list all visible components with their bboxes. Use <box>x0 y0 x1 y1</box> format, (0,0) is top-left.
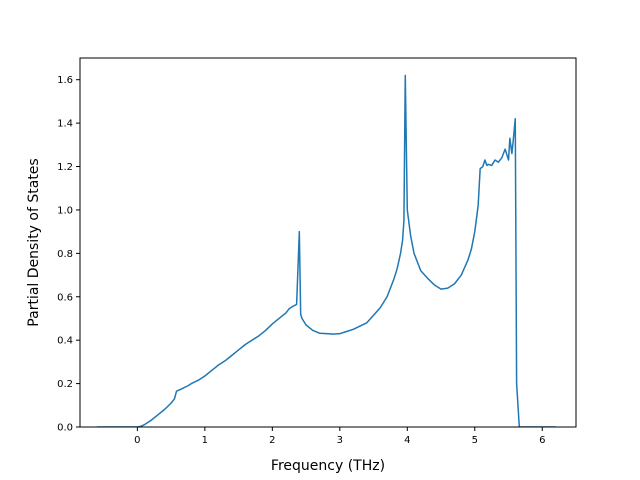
x-axis: 0 1 2 3 4 5 6 <box>134 427 545 446</box>
series-line-0 <box>96 74 556 427</box>
y-tick-label: 1.2 <box>57 162 73 173</box>
y-tick-label: 0.2 <box>57 379 73 390</box>
x-tick-label: 3 <box>337 435 343 446</box>
x-tick-label: 2 <box>269 435 275 446</box>
y-tick-label: 0.4 <box>57 336 73 347</box>
x-tick-label: 6 <box>539 435 545 446</box>
y-axis-title: Partial Density of States <box>26 158 42 326</box>
plot-area <box>79 57 577 428</box>
y-tick-label: 0.6 <box>57 292 73 303</box>
plot-frame <box>79 57 577 428</box>
x-axis-title: Frequency (THz) <box>271 458 385 474</box>
y-tick-label: 0.8 <box>57 249 73 260</box>
y-tick-label: 1.0 <box>57 205 73 216</box>
y-tick-label: 0.0 <box>57 423 73 434</box>
y-tick-label: 1.6 <box>57 75 73 86</box>
y-tick-label: 1.4 <box>57 119 73 130</box>
x-tick-label: 5 <box>472 435 478 446</box>
x-tick-label: 4 <box>404 435 410 446</box>
series-layer <box>96 74 556 427</box>
x-tick-label: 1 <box>202 435 208 446</box>
y-axis: 0.0 0.2 0.4 0.6 0.8 1.0 1.2 1.4 1.6 <box>57 75 80 434</box>
x-tick-label: 0 <box>134 435 140 446</box>
